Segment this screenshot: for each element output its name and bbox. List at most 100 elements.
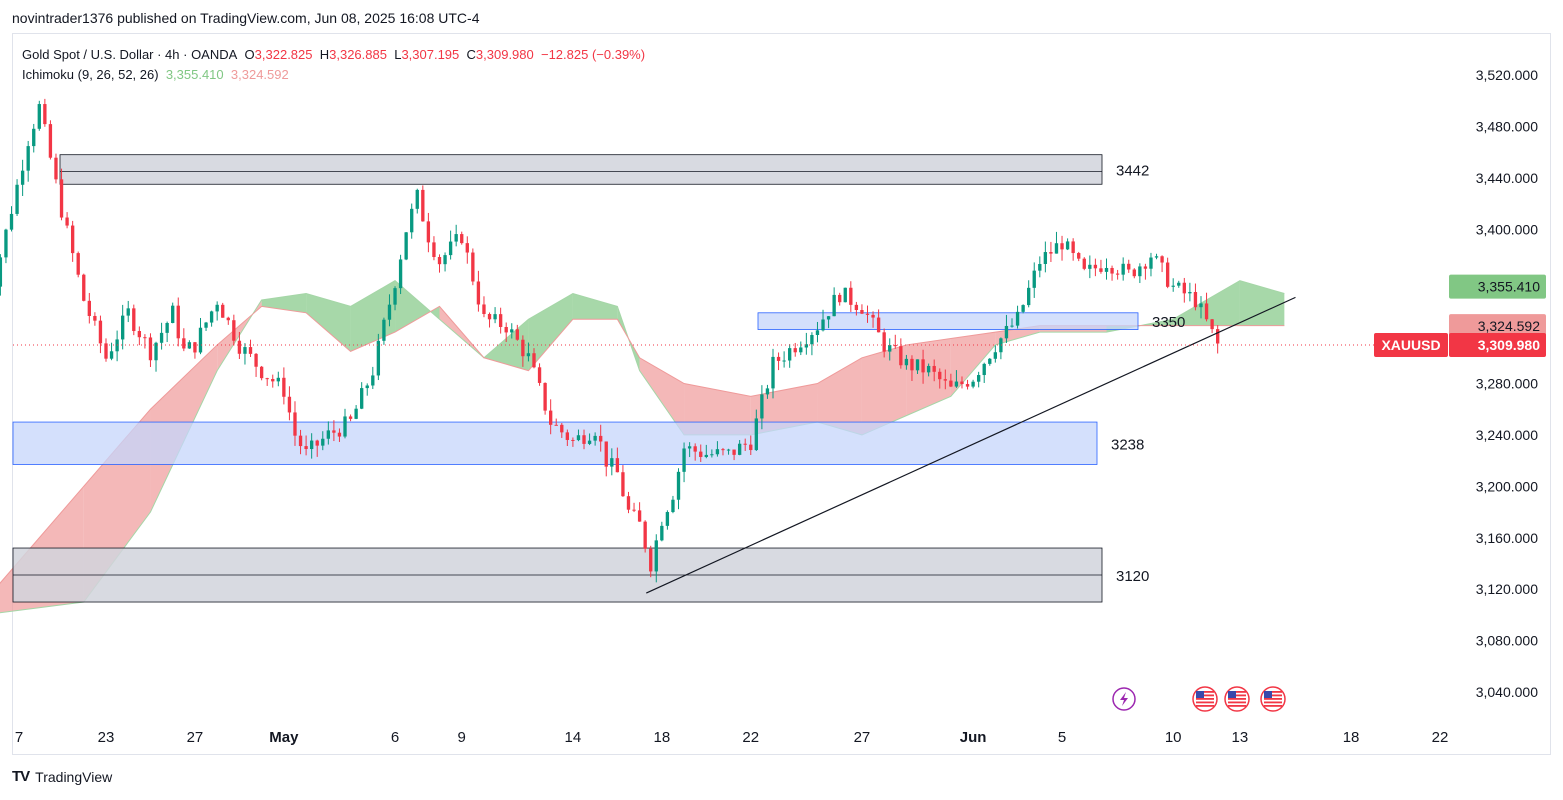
candle-body	[871, 314, 875, 318]
candle-body	[926, 365, 931, 373]
candle-body	[37, 104, 41, 129]
candle-body	[0, 257, 3, 287]
indicator-title[interactable]: Ichimoku (9, 26, 52, 26)	[22, 67, 159, 82]
candle-body	[710, 454, 714, 456]
candle-body	[93, 315, 97, 321]
candle-body	[1004, 325, 1009, 339]
symbol-title[interactable]: Gold Spot / U.S. Dollar · 4h · OANDA	[22, 47, 238, 62]
cloud-segment	[861, 344, 907, 435]
lightning-icon[interactable]	[1112, 687, 1136, 711]
candle-body	[9, 213, 14, 230]
time-tick-label: Jun	[960, 729, 987, 746]
candle-body	[788, 348, 792, 361]
candle-body	[882, 332, 886, 352]
zone-3238[interactable]	[12, 421, 1098, 465]
us-flag-stripe	[1264, 705, 1282, 707]
candle-body	[876, 317, 881, 333]
time-tick-label: 22	[742, 729, 759, 746]
us-flag-icon[interactable]	[1260, 686, 1286, 712]
zone-3442[interactable]	[59, 154, 1103, 185]
candle-body	[765, 388, 770, 395]
us-flag-icon[interactable]	[1224, 686, 1250, 712]
candle-body	[287, 396, 292, 413]
candle-body	[54, 157, 58, 180]
symbol-tag	[1374, 332, 1448, 357]
candle-body	[960, 381, 964, 385]
candle-body	[849, 287, 853, 305]
price-axis[interactable]: 3,040.000 3,080.000 3,120.000 3,160.000 3,20…	[1374, 67, 1546, 700]
candles-layer	[0, 98, 1220, 583]
us-flag-stripe	[1228, 701, 1246, 704]
candle-body	[932, 365, 936, 372]
candle-body	[571, 439, 575, 441]
candle-body	[1060, 243, 1064, 250]
candle-body	[832, 294, 836, 317]
candle-body	[259, 366, 264, 379]
candle-body	[632, 509, 636, 511]
zone-label-3442: 3442	[1116, 162, 1149, 179]
candle-body	[354, 408, 358, 419]
candle-body	[693, 446, 697, 452]
candle-body	[737, 443, 742, 455]
candle-body	[476, 281, 481, 305]
candle-body	[537, 367, 542, 383]
chart-frame	[12, 33, 1551, 755]
candle-body	[1165, 262, 1170, 287]
zones-layer: 3442 3350 3238 3120	[12, 154, 1185, 603]
cloud-segment	[395, 280, 440, 333]
candle-body	[465, 243, 469, 253]
candle-body	[976, 375, 981, 382]
low-value: 3,307.195	[401, 47, 460, 62]
open-label: O	[244, 47, 255, 62]
candle-body	[482, 304, 486, 315]
candle-body	[371, 375, 375, 386]
candle-body	[176, 305, 180, 339]
candle-body	[1110, 267, 1114, 274]
candle-body	[1088, 264, 1092, 269]
us-flag-icon[interactable]	[1192, 686, 1218, 712]
time-tick-label: 23	[98, 729, 115, 746]
candle-body	[460, 234, 464, 244]
candle-body	[671, 499, 675, 513]
trendline[interactable]	[646, 296, 1296, 594]
ichimoku-tag	[1449, 314, 1546, 339]
candle-body	[376, 340, 381, 376]
candle-body	[915, 359, 920, 371]
candle-body	[382, 319, 386, 341]
candle-body	[821, 319, 825, 331]
indicator-row: Ichimoku (9, 26, 52, 26) 3,355.410 3,324…	[22, 65, 645, 85]
candle-body	[687, 446, 692, 449]
candle-body	[415, 189, 419, 209]
us-flag-stripe	[1264, 698, 1282, 700]
published-line: novintrader1376 published on TradingView…	[12, 10, 480, 26]
close-label: C	[466, 47, 476, 62]
candle-body	[26, 146, 30, 171]
candle-body	[804, 344, 809, 348]
candle-body	[48, 124, 53, 158]
candle-body	[1171, 285, 1175, 287]
candle-body	[421, 189, 425, 222]
candle-body	[1038, 263, 1042, 271]
candle-body	[121, 315, 125, 340]
candle-body	[132, 308, 136, 332]
candle-body	[337, 432, 342, 437]
us-flag-stripe	[1264, 691, 1282, 693]
candle-body	[732, 449, 736, 455]
candle-body	[971, 381, 975, 387]
candle-body	[649, 548, 653, 572]
candle-body	[793, 348, 797, 353]
us-flag-stripe	[1228, 705, 1246, 707]
candle-body	[87, 300, 91, 316]
price-tick-label: 3,120.000	[1476, 581, 1538, 597]
candle-body	[159, 332, 164, 343]
candle-body	[999, 338, 1003, 353]
candle-body	[810, 335, 814, 345]
candle-body	[682, 448, 686, 472]
zone-3350[interactable]	[757, 312, 1139, 330]
us-flag-stripe	[1228, 694, 1246, 697]
candle-body	[982, 363, 986, 376]
candle-body	[209, 311, 214, 323]
candle-body	[860, 310, 864, 314]
time-axis[interactable]: 7 23 27 May 6 9 14 18 22 27 Jun 5 10 13 18 22	[15, 729, 1449, 746]
